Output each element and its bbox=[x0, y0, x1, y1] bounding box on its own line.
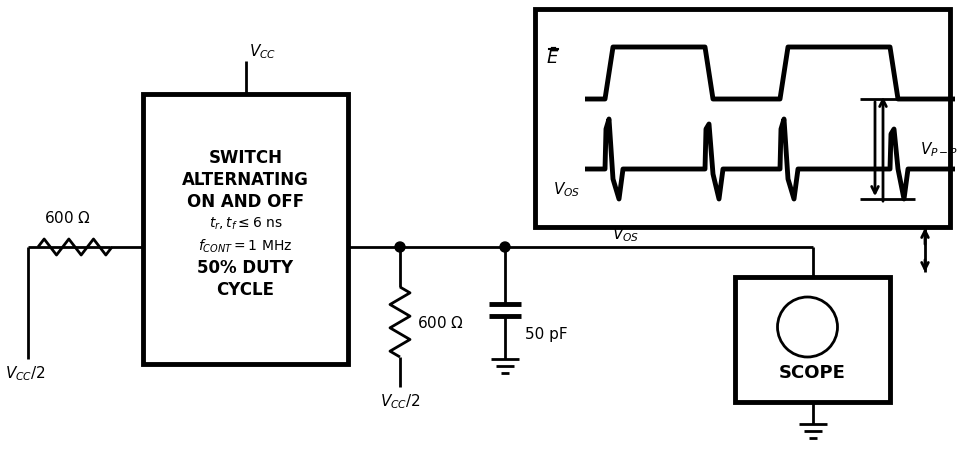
Text: 600 $\Omega$: 600 $\Omega$ bbox=[45, 210, 92, 226]
Circle shape bbox=[395, 243, 405, 253]
Bar bbox=[143, 95, 348, 364]
Text: $t_r, t_f \leq 6\ \mathrm{ns}$: $t_r, t_f \leq 6\ \mathrm{ns}$ bbox=[208, 215, 282, 232]
Text: $V_{CC}/2$: $V_{CC}/2$ bbox=[5, 364, 46, 382]
Text: $V_{OS}$: $V_{OS}$ bbox=[612, 225, 639, 244]
Text: $f_{CONT} = 1\ \mathrm{MHz}$: $f_{CONT} = 1\ \mathrm{MHz}$ bbox=[198, 237, 293, 254]
Text: ALTERNATING: ALTERNATING bbox=[182, 170, 309, 189]
Text: $V_{CC}$: $V_{CC}$ bbox=[248, 42, 276, 61]
Text: $V_{OS}$: $V_{OS}$ bbox=[553, 180, 580, 199]
Text: ON AND OFF: ON AND OFF bbox=[187, 193, 304, 211]
Text: 50 pF: 50 pF bbox=[525, 327, 568, 342]
Text: SCOPE: SCOPE bbox=[779, 363, 846, 381]
Text: $V_{CC}/2$: $V_{CC}/2$ bbox=[380, 392, 420, 410]
Bar bbox=[735, 277, 890, 402]
Bar bbox=[535, 10, 950, 227]
Text: 600 $\Omega$: 600 $\Omega$ bbox=[417, 314, 464, 330]
Circle shape bbox=[500, 243, 510, 253]
Text: SWITCH: SWITCH bbox=[208, 149, 282, 166]
Text: CYCLE: CYCLE bbox=[217, 281, 275, 299]
Text: 50% DUTY: 50% DUTY bbox=[197, 258, 293, 276]
Text: $\bar{E}$: $\bar{E}$ bbox=[546, 48, 560, 68]
Text: $V_{P-P}$: $V_{P-P}$ bbox=[920, 140, 958, 159]
